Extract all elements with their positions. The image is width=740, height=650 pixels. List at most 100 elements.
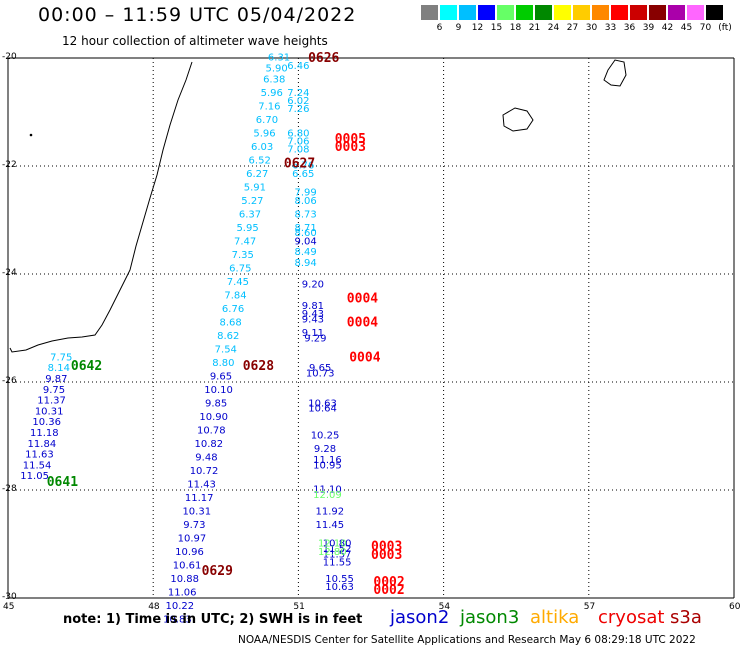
wave-height-label: 11.05 xyxy=(20,471,49,482)
wave-height-label: 6.65 xyxy=(292,169,314,180)
pass-time-label: 0628 xyxy=(243,359,274,374)
wave-height-label: 7.45 xyxy=(227,277,249,288)
legend-swatch xyxy=(630,5,647,20)
wave-height-label: 11.54 xyxy=(23,460,52,471)
legend-swatch xyxy=(592,5,609,20)
wave-height-label: 8.71 xyxy=(295,223,317,234)
legend-swatch xyxy=(535,5,552,20)
lat-tick-label: -22 xyxy=(2,160,17,170)
wave-height-label: 6.37 xyxy=(239,209,261,220)
wave-height-label: 10.73 xyxy=(306,369,335,380)
wave-height-label: 11.92 xyxy=(316,506,345,517)
legend-swatch xyxy=(516,5,533,20)
pass-time-label: 0004 xyxy=(347,316,378,331)
lon-tick-label: 51 xyxy=(293,602,305,612)
wave-height-label: 8.14 xyxy=(48,363,70,374)
mauritius-island xyxy=(603,59,627,87)
wave-height-label: 6.27 xyxy=(246,169,268,180)
wave-height-label: 10.78 xyxy=(197,425,226,436)
wave-height-label: 6.03 xyxy=(251,142,273,153)
legend-label: 18 xyxy=(509,23,522,33)
credit-line: NOAA/NESDIS Center for Satellite Applica… xyxy=(238,634,696,646)
lon-tick-label: 60 xyxy=(729,602,740,612)
wave-height-label: 7.99 xyxy=(295,188,317,199)
wave-height-label: 6.75 xyxy=(229,263,251,274)
legend-label: 15 xyxy=(490,23,503,33)
wave-height-label: 9.28 xyxy=(314,444,336,455)
wave-height-points: 6.315.906.38 5.96 7.16 6.70 5.96 6.03 6.52 6.27… xyxy=(20,53,354,626)
lat-tick-label: -26 xyxy=(2,376,17,386)
wave-height-label: 7.08 xyxy=(287,145,309,156)
pass-time-label: 0626 xyxy=(308,51,339,66)
wave-height-label: 8.62 xyxy=(217,331,239,342)
wave-height-label: 7.16 xyxy=(258,101,280,112)
wave-height-label: 11.57 xyxy=(323,550,352,561)
pass-time-label: 0004 xyxy=(347,291,378,306)
wave-height-label: 7.26 xyxy=(287,104,309,115)
wave-height-label: 9.04 xyxy=(295,236,317,247)
wave-height-label: 11.84 xyxy=(28,439,57,450)
wave-height-label: 11.06 xyxy=(168,587,197,598)
wave-height-label: 7.24 xyxy=(287,88,309,99)
wave-height-label: 5.96 xyxy=(253,128,275,139)
wave-height-label: 9.29 xyxy=(304,334,326,345)
wave-height-label: 9.87 xyxy=(45,374,67,385)
wave-height-label: 12.10 xyxy=(318,539,347,550)
legend-label: 70 xyxy=(699,23,712,33)
wave-height-label: 6.76 xyxy=(222,304,244,315)
legend-label: 9 xyxy=(455,23,462,33)
wave-height-label: 9.20 xyxy=(302,280,324,291)
wave-height-label: 12.09 xyxy=(313,490,342,501)
wave-height-label: 9.43 xyxy=(302,315,324,326)
small-island xyxy=(29,133,33,137)
page-subtitle: 12 hour collection of altimeter wave hei… xyxy=(62,34,328,48)
pass-time-label: 0002 xyxy=(373,583,404,598)
wave-height-label: 6.46 xyxy=(287,61,309,72)
wave-height-label: 10.90 xyxy=(199,412,228,423)
wave-height-label: 6.31 xyxy=(268,53,290,64)
wave-height-label: 6.52 xyxy=(249,155,271,166)
lon-tick-label: 54 xyxy=(438,602,451,612)
wave-height-label: 10.31 xyxy=(182,506,211,517)
wave-height-label: 7.06 xyxy=(287,136,309,147)
lat-tick-label: -20 xyxy=(2,52,17,62)
wave-height-label: 10.97 xyxy=(178,533,207,544)
wave-height-label: 10.63 xyxy=(325,582,354,593)
wave-height-label: 11.18 xyxy=(30,428,59,439)
wave-height-label: 10.61 xyxy=(173,560,202,571)
wave-height-label: 7.35 xyxy=(232,250,254,261)
legend-swatch xyxy=(554,5,571,20)
pass-time-label: 0003 xyxy=(335,140,366,155)
lon-tick-label: 57 xyxy=(583,602,596,612)
wave-height-label: 9.48 xyxy=(195,452,217,463)
map-grid xyxy=(7,57,735,599)
legend-label: 12 xyxy=(471,23,484,33)
legend-swatch xyxy=(440,5,457,20)
wave-height-label: 7.84 xyxy=(224,290,246,301)
wave-height-label: 5.95 xyxy=(236,223,258,234)
wave-height-label: 10.82 xyxy=(195,439,224,450)
wave-height-label: 10.64 xyxy=(308,404,337,415)
wave-height-label: 7.75 xyxy=(50,352,72,363)
legend-swatch xyxy=(573,5,590,20)
wave-height-label: 6.38 xyxy=(263,74,285,85)
legend-swatch xyxy=(687,5,704,20)
wave-height-label: 8.60 xyxy=(295,228,317,239)
wave-height-label: 9.73 xyxy=(183,520,205,531)
pass-time-label: 0002 xyxy=(373,575,404,590)
lat-tick-label: -24 xyxy=(2,268,17,278)
legend-label: 36 xyxy=(623,23,636,33)
wave-height-label: 10.72 xyxy=(190,466,219,477)
wave-height-label: 11.45 xyxy=(316,520,345,531)
wave-height-label: 7.54 xyxy=(215,344,237,355)
wave-height-label: 6.76 xyxy=(292,161,314,172)
wave-height-label: 10.31 xyxy=(35,406,64,417)
wave-height-label: 5.96 xyxy=(261,88,283,99)
wave-height-label: 8.49 xyxy=(295,247,317,258)
wave-height-label: 8.68 xyxy=(220,317,242,328)
pass-time-label: 0627 xyxy=(284,156,315,171)
legend-label: 30 xyxy=(585,23,598,33)
wave-height-label: 10.88 xyxy=(170,574,199,585)
legend-unit: (ft) xyxy=(718,23,732,33)
